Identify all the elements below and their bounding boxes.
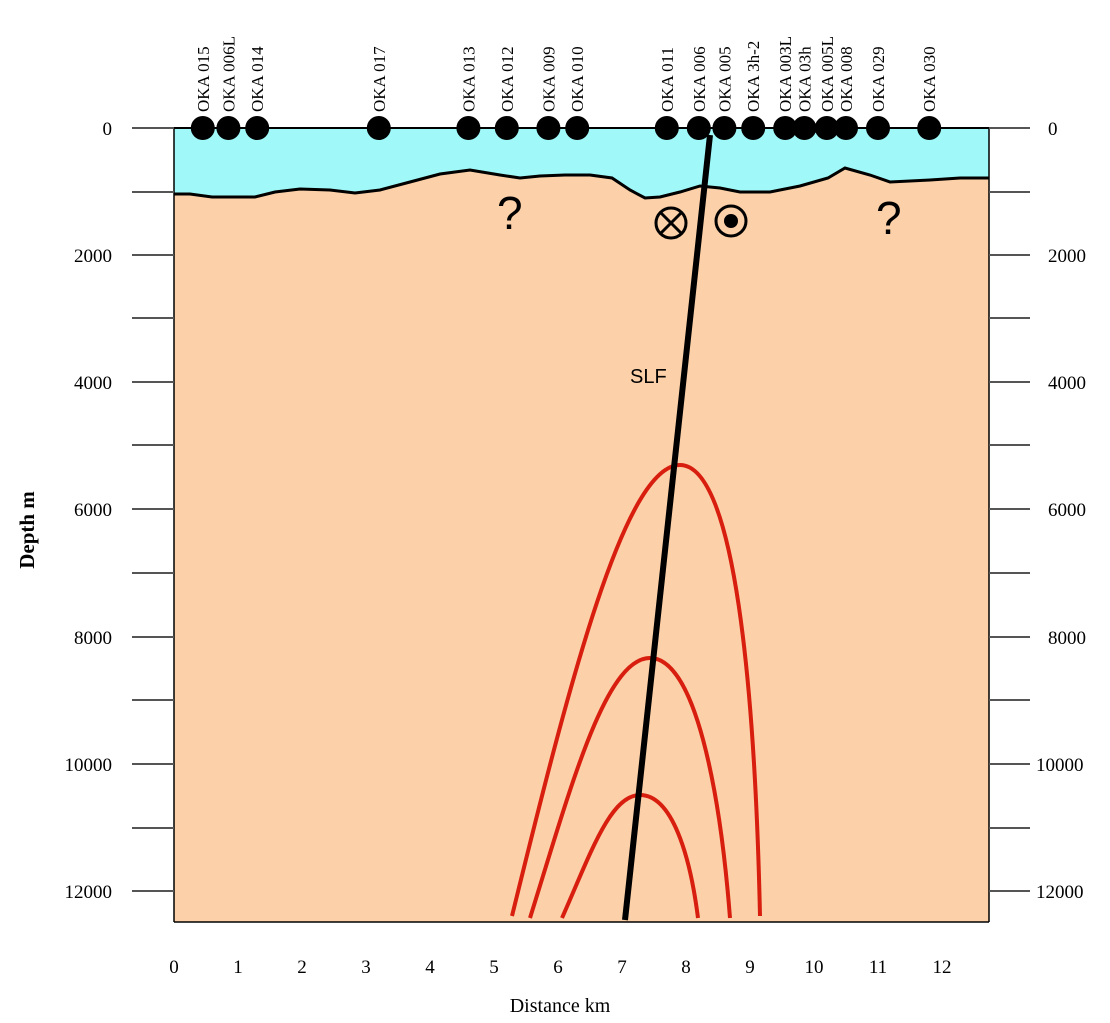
x-tick-8: 8 <box>681 957 691 978</box>
x-tick-6: 6 <box>553 957 563 978</box>
question-mark-left: ? <box>497 187 523 239</box>
right-tick-8000: 8000 <box>1048 628 1086 649</box>
station-marker <box>814 116 839 140</box>
x-tick-10: 10 <box>805 957 824 978</box>
station-label: OKA 014 <box>248 46 267 112</box>
left-tick-2000: 2000 <box>74 246 112 267</box>
right-tick-0: 0 <box>1048 119 1058 140</box>
station-marker <box>456 116 481 140</box>
x-tick-12: 12 <box>933 957 952 978</box>
right-tick-12000: 12000 <box>1036 882 1084 903</box>
left-tick-4000: 4000 <box>74 373 112 394</box>
x-tick-7: 7 <box>617 957 627 978</box>
left-tick-8000: 8000 <box>74 628 112 649</box>
contour-outer <box>510 462 762 917</box>
station-marker <box>834 116 858 140</box>
right-depth-axis: 0 2000 4000 6000 8000 10000 12000 <box>988 119 1086 922</box>
x-tick-5: 5 <box>489 957 499 978</box>
station-marker <box>792 116 817 140</box>
station-label: OKA 013 <box>459 46 478 112</box>
x-tick-11: 11 <box>869 957 887 978</box>
station-label: OKA 006L <box>219 36 238 112</box>
station-label: OKA 008 <box>837 46 856 112</box>
x-tick-2: 2 <box>297 957 307 978</box>
station-label: OKA 030 <box>920 46 939 112</box>
x-tick-9: 9 <box>745 957 755 978</box>
right-tick-10000: 10000 <box>1036 755 1084 776</box>
left-tick-10000: 10000 <box>65 755 113 776</box>
station-marker <box>741 116 766 140</box>
fault-line <box>622 134 713 921</box>
station-marker <box>917 116 942 140</box>
station-label: OKA 017 <box>370 46 389 112</box>
right-tick-4000: 4000 <box>1048 373 1086 394</box>
station-label: OKA 009 <box>539 46 558 112</box>
station-label: OKA 012 <box>498 46 517 112</box>
station-marker <box>536 116 561 140</box>
x-tick-4: 4 <box>425 957 435 978</box>
station-marker <box>654 116 679 140</box>
question-mark-right: ? <box>876 192 902 244</box>
station-marker <box>366 116 391 140</box>
left-tick-6000: 6000 <box>74 500 112 521</box>
left-tick-0: 0 <box>103 119 113 140</box>
station-label: OKA 011 <box>658 47 677 112</box>
upper-layer <box>174 128 989 198</box>
station-marker <box>686 116 711 140</box>
station-label: OKA 005 <box>715 46 734 112</box>
station-label: OKA 006 <box>690 46 709 112</box>
station-marker <box>773 116 798 140</box>
contour-middle <box>528 655 732 919</box>
slip-out-of-page-icon <box>714 204 748 238</box>
station-label: OKA 03h <box>795 46 814 112</box>
right-tick-6000: 6000 <box>1048 500 1086 521</box>
right-tick-2000: 2000 <box>1048 246 1086 267</box>
x-tick-1: 1 <box>233 957 243 978</box>
station-label: OKA 005L <box>818 36 837 112</box>
left-depth-axis: 0 2000 4000 6000 8000 10000 12000 <box>65 119 175 922</box>
station-marker <box>565 116 590 140</box>
x-tick-0: 0 <box>169 957 179 978</box>
basement-layer <box>174 128 989 922</box>
station-marker <box>494 116 519 140</box>
y-axis-title: Depth m <box>15 491 39 569</box>
slip-into-page-icon <box>654 206 688 240</box>
station-label: OKA 010 <box>568 46 587 112</box>
layer-boundary <box>174 166 989 200</box>
station-marker <box>190 116 215 140</box>
station-label: OKA 015 <box>194 46 213 112</box>
fault-label: SLF <box>630 366 667 388</box>
x-axis-title: Distance km <box>510 995 611 1017</box>
stations-layer: OKA 015 OKA 006L OKA 014 OKA 017 OKA 013 OKA … <box>190 36 942 140</box>
station-marker <box>245 116 270 140</box>
x-tick-3: 3 <box>361 957 371 978</box>
station-label: OKA 029 <box>869 46 888 112</box>
left-tick-12000: 12000 <box>65 882 113 903</box>
station-marker <box>216 116 241 140</box>
station-label: OKA 003L <box>776 36 795 112</box>
station-label: OKA 3h-2 <box>744 41 763 112</box>
station-marker <box>866 116 890 140</box>
station-marker <box>712 116 737 140</box>
bottom-distance-axis: 0 1 2 3 4 5 6 7 8 9 10 11 12 <box>169 921 989 978</box>
